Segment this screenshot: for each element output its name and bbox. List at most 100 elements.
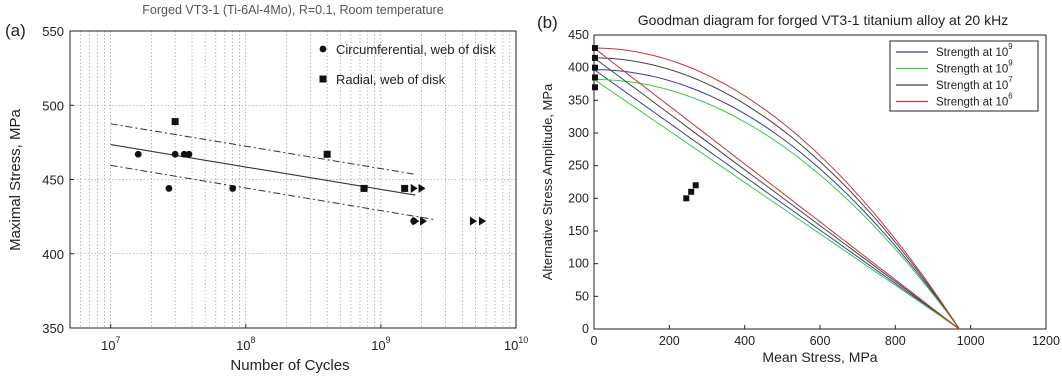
x-tick-label: 400 [734, 334, 755, 348]
lower-bound-line [110, 164, 435, 221]
gerber-curve-2 [594, 57, 960, 330]
chart-b-xlabel: Mean Stress, MPa [762, 349, 877, 365]
legend-label-2-exp: 7 [1008, 75, 1012, 84]
upper-bound-line [110, 123, 416, 175]
y-tick-label: 300 [568, 126, 589, 140]
y-tick-label: 250 [568, 159, 589, 173]
legend-marker-circumferential [319, 45, 327, 53]
legend-label-3-base: Strength at 10 [936, 97, 1008, 109]
x-tick-label-base: 10 [101, 338, 115, 353]
runout-arrow [478, 216, 486, 226]
legend-label-0: Strength at 109 [936, 42, 1013, 59]
y-tick-label: 450 [568, 28, 589, 42]
y-tick-label: 450 [42, 173, 64, 188]
x-tick-label: 109 [371, 335, 390, 353]
legend-label-0-exp: 9 [1008, 42, 1012, 51]
legend-label-radial: Radial, web of disk [336, 72, 446, 87]
x-tick-label-exp: 9 [386, 335, 391, 345]
legend-label-1: Strength at 109 [936, 59, 1013, 76]
legend-box [889, 40, 1039, 112]
chart-b-curves [593, 47, 960, 330]
chart-a-grid [70, 31, 516, 328]
x-tick-label: 108 [236, 335, 255, 353]
x-tick-label: 800 [885, 334, 906, 348]
y-tick-label: 550 [42, 24, 64, 39]
circumferential-point [229, 185, 237, 192]
chart-b-ticks: 0 200 400 600 800 1000 1200 0 50 100 150 200 250 300 3… [568, 28, 1060, 348]
chart-b-ylabel: Alternative Stress Amplitude, MPa [540, 83, 555, 280]
x-tick-label: 1000 [957, 334, 985, 348]
y-tick-label: 350 [568, 93, 589, 107]
radial-point [401, 184, 409, 192]
x-tick-label-exp: 8 [251, 335, 256, 345]
legend-label-2-base: Strength at 10 [936, 80, 1008, 92]
x-tick-label: 200 [659, 334, 680, 348]
y-tick-label: 200 [568, 191, 589, 205]
y-tick-label: 0 [582, 322, 589, 336]
runout-arrow [410, 183, 418, 193]
runout-arrow [412, 216, 420, 226]
runout-arrow [420, 216, 428, 226]
goodman-line-0 [593, 69, 960, 330]
zero-mean-point [592, 74, 598, 81]
chart-a-xlabel: Number of Cycles [230, 357, 349, 374]
radial-point [360, 184, 368, 192]
x-tick-label: 1010 [504, 335, 528, 353]
chart-b-title: Goodman diagram for forged VT3-1 titaniu… [638, 12, 1008, 28]
y-tick-label: 150 [568, 224, 589, 238]
radial-point [323, 150, 331, 158]
y-tick-label: 400 [42, 247, 64, 262]
legend-label-2: Strength at 107 [936, 75, 1013, 92]
radial-point [171, 118, 179, 126]
legend-label-1-exp: 9 [1008, 59, 1012, 68]
x-tick-label: 600 [810, 334, 831, 348]
x-tick-label-base: 10 [236, 338, 250, 353]
test-point [688, 188, 695, 195]
legend-label-1-base: Strength at 10 [936, 64, 1008, 76]
circumferential-point [185, 150, 193, 158]
zero-mean-point [592, 45, 598, 52]
chart-b-data-points [592, 45, 699, 202]
goodman-line-2 [593, 57, 960, 330]
x-tick-label: 0 [591, 334, 598, 348]
x-tick-label: 1200 [1032, 334, 1060, 348]
y-tick-label: 350 [42, 321, 64, 336]
legend-label-3: Strength at 106 [936, 92, 1013, 109]
chart-a-ylabel: Maximal Stress, MPa [7, 108, 24, 250]
chart-a-title: Forged VT3-1 (Ti-6Al-4Mo), R=0.1, Room t… [142, 3, 443, 17]
zero-mean-point [592, 54, 598, 61]
y-tick-label: 50 [575, 289, 589, 303]
goodman-line-3 [593, 47, 960, 330]
legend-label-circumferential: Circumferential, web of disk [336, 42, 496, 57]
panel-a-label: (a) [5, 21, 26, 40]
x-tick-label-base: 10 [371, 338, 385, 353]
circumferential-point [134, 150, 142, 158]
test-point [692, 182, 699, 189]
goodman-line-1 [593, 78, 960, 330]
chart-a-legend: Circumferential, web of disk Radial, web … [319, 42, 496, 87]
gerber-curve-0 [593, 69, 960, 330]
zero-mean-point [592, 64, 598, 71]
circumferential-point [180, 150, 188, 158]
circumferential-point [171, 150, 179, 158]
zero-mean-point [592, 84, 598, 91]
test-point [683, 195, 690, 202]
chart-a-data-points [134, 118, 486, 226]
x-tick-label-base: 10 [504, 338, 518, 353]
gerber-curve-3 [594, 47, 960, 330]
x-tick-label: 107 [101, 335, 120, 353]
circumferential-point [165, 185, 173, 192]
legend-marker-radial [319, 75, 327, 83]
y-tick-label: 400 [568, 61, 589, 75]
y-tick-label: 100 [568, 257, 589, 271]
y-tick-label: 500 [42, 98, 64, 113]
runout-arrow [469, 216, 477, 226]
gerber-curve-1 [593, 78, 960, 330]
panel-b-label: (b) [537, 13, 558, 32]
legend-label-0-base: Strength at 10 [936, 47, 1008, 59]
legend-label-3-exp: 6 [1008, 92, 1012, 101]
